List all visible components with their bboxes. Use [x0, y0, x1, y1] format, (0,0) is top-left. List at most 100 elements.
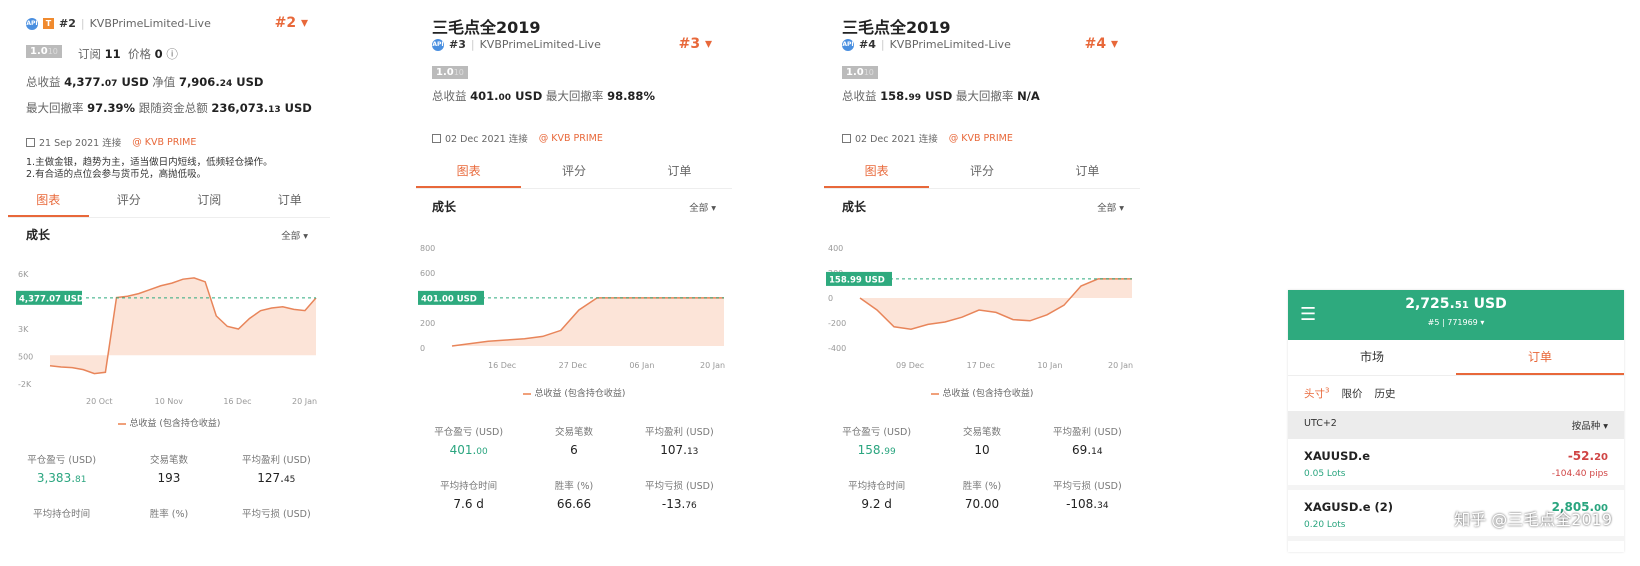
x-tick-label: 10 Nov [155, 397, 184, 406]
tab-rating[interactable]: 评分 [969, 164, 994, 178]
tab-orders[interactable]: 订单 [667, 164, 692, 178]
current-value-tag [16, 290, 82, 305]
stat-avg-hold: 平均持仓时间 [33, 509, 91, 520]
broker-name: KVBPrimeLimited-Live [89, 17, 211, 30]
x-tick-label: 16 Dec [488, 361, 516, 370]
tab-orders[interactable]: 订单 [1075, 164, 1100, 178]
card-header: API T #2 | KVBPrimeLimited-Live [26, 17, 211, 30]
range-filter[interactable]: 全部 ▾ [689, 203, 716, 214]
stat-winrate: 胜率 (%) 66.66 [554, 481, 594, 511]
stat-trades: 交易笔数 6 [554, 427, 593, 457]
stat-avg-profit: 平均盈利 (USD) 107.13 [644, 427, 714, 457]
range-filter[interactable]: 全部 ▾ [281, 231, 308, 242]
account-selector[interactable]: #5 | 771969 ▾ [1427, 318, 1485, 327]
account-header: ☰ 2,725.51 USD #5 | 771969 ▾ [1288, 290, 1624, 340]
tab-chart[interactable]: 图表 [8, 184, 89, 217]
stat-trades: 交易笔数 193 [149, 455, 188, 485]
y-tick-label: -2K [18, 380, 32, 389]
tab-market[interactable]: 市场 [1359, 350, 1384, 364]
kvb-link[interactable]: @ KVB PRIME [948, 132, 1013, 144]
connection-meta: 02 Dec 2021 连接 @ KVB PRIME [432, 131, 603, 145]
stats-grid: 平仓盈亏 (USD) 401.00 交易笔数 6 平均盈利 (USD) 107.13 [416, 424, 732, 457]
stat-closed-pnl: 平仓盈亏 (USD) 401.00 [434, 427, 504, 457]
stat-avg-loss: 平均亏损 (USD) -13.76 [644, 481, 714, 511]
menu-icon[interactable]: ☰ [1300, 304, 1317, 325]
x-tick-label: 20 Jan [700, 361, 725, 370]
tab-orders[interactable]: 订单 [1456, 340, 1624, 375]
series-line [49, 277, 317, 375]
stat-avg-loss: 平均亏损 (USD) [241, 509, 311, 520]
series-area [50, 277, 316, 374]
section-title: 成长 [432, 200, 457, 214]
rank-label: #2 [59, 17, 76, 30]
card-header: API #3 | KVBPrimeLimited-Live [432, 38, 601, 51]
y-tick-label: -400 [828, 344, 846, 353]
x-tick-label: 20 Jan [292, 397, 317, 406]
position-row[interactable]: XAUUSD.e 0.05 Lots -52.20 -104.40 pips [1288, 439, 1624, 490]
kvb-link[interactable]: @ KVB PRIME [538, 132, 603, 144]
current-value-tag [418, 290, 484, 305]
stats-grid-2: 平均持仓时间 9.2 d 胜率 (%) 70.00 平均亏损 (USD) -108.3… [824, 478, 1140, 511]
tab-subscribe[interactable]: 订阅 [197, 193, 222, 207]
strategy-card-3: 三毛点全2019 API #3 | KVBPrimeLimited-Live #3… [416, 0, 760, 566]
leverage-badge: 1.010 [26, 45, 62, 58]
position-row[interactable]: XAGUSD.e (2) 0.20 Lots 2,805.00 [1288, 490, 1624, 541]
strategy-description: 1.主做金银，趋势为主，适当做日内短线，低频轻仓操作。 2.有合适的点位会参与货币… [26, 157, 273, 180]
position-pnl: 2,805.00 [1551, 500, 1608, 514]
stat-closed-pnl: 平仓盈亏 (USD) 158.99 [842, 427, 912, 457]
stat-avg-profit: 平均盈利 (USD) 127.45 [241, 455, 311, 485]
strategy-card-4: 三毛点全2019 API #4 | KVBPrimeLimited-Live #4… [824, 0, 1190, 566]
card-title: 三毛点全2019 [432, 18, 541, 37]
account-balance: 2,725.51 USD [1405, 296, 1507, 312]
section-title: 成长 [842, 200, 867, 214]
x-tick-label: 27 Dec [559, 361, 587, 370]
y-tick-label: 0 [420, 344, 425, 353]
y-tick-label: -200 [828, 319, 846, 328]
profit-line: 总收益 401.00 USD 最大回撤率 98.88% [432, 89, 655, 103]
rank-dropdown[interactable]: #2 ▾ [274, 15, 308, 31]
x-tick-label: 10 Jan [1037, 361, 1062, 370]
x-tick-label: 17 Dec [967, 361, 995, 370]
sort-dropdown[interactable]: 按品种 ▾ [1571, 421, 1608, 432]
current-value-tag [826, 271, 892, 286]
card-header: API #4 | KVBPrimeLimited-Live [842, 38, 1011, 51]
tab-chart[interactable]: 图表 [824, 155, 930, 188]
timezone-label: UTC+2 [1304, 418, 1337, 429]
profit-line: 总收益 158.99 USD 最大回撤率 N/A [842, 89, 1040, 103]
drawdown-line: 最大回撤率 97.39% 跟随资金总额 236,073.13 USD [26, 101, 312, 115]
stat-closed-pnl: 平仓盈亏 (USD) 3,383.81 [27, 455, 97, 485]
y-tick-label: 400 [828, 244, 843, 253]
tab-chart[interactable]: 图表 [416, 155, 522, 188]
rank-label: #3 [449, 38, 466, 51]
current-value-label: 401.00 USD [421, 294, 477, 304]
tab-orders[interactable]: 订单 [277, 193, 302, 207]
stat-avg-profit: 平均盈利 (USD) 69.14 [1052, 427, 1122, 457]
stat-winrate: 胜率 (%) 70.00 [962, 481, 1002, 511]
position-pnl: -52.20 [1567, 449, 1608, 463]
subtab-positions[interactable]: 头寸3 [1304, 386, 1330, 401]
stat-winrate: 胜率 (%) [149, 509, 189, 520]
x-tick-label: 16 Dec [223, 397, 251, 406]
subtab-history[interactable]: 历史 [1374, 388, 1396, 400]
stats-grid-2: 平均持仓时间 胜率 (%) 平均亏损 (USD) [8, 506, 330, 520]
range-filter[interactable]: 全部 ▾ [1097, 203, 1124, 214]
rank-dropdown[interactable]: #4 ▾ [1084, 36, 1118, 52]
subtab-limit[interactable]: 限价 [1341, 388, 1363, 400]
y-tick-label: 0 [828, 294, 833, 303]
stats-grid: 平仓盈亏 (USD) 3,383.81 交易笔数 193 平均盈利 (USD) 127… [8, 452, 330, 485]
stat-avg-hold: 平均持仓时间 9.2 d [848, 481, 906, 511]
calendar-icon [842, 133, 851, 143]
rank-dropdown[interactable]: #3 ▾ [678, 36, 712, 52]
chart-legend: 总收益 (包含持仓收益) [8, 416, 330, 429]
y-tick-label: 6K [18, 270, 29, 279]
x-tick-label: 20 Oct [86, 397, 113, 406]
position-lots: 0.20 Lots [1304, 520, 1346, 530]
y-tick-label: 3K [18, 325, 29, 334]
leverage-badge: 1.010 [432, 66, 468, 79]
current-value-label: 158.99 USD [829, 275, 885, 285]
kvb-link[interactable]: @ KVB PRIME [132, 136, 197, 148]
chart-legend: 总收益 (包含持仓收益) [824, 386, 1140, 399]
tab-rating[interactable]: 评分 [116, 193, 141, 207]
tab-rating[interactable]: 评分 [561, 164, 586, 178]
